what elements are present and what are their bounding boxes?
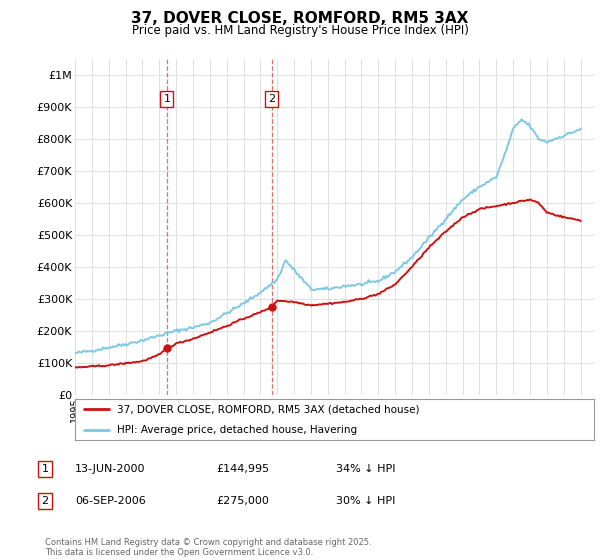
Text: 2: 2 xyxy=(268,94,275,104)
Text: 34% ↓ HPI: 34% ↓ HPI xyxy=(336,464,395,474)
Text: HPI: Average price, detached house, Havering: HPI: Average price, detached house, Have… xyxy=(116,424,356,435)
Text: Price paid vs. HM Land Registry's House Price Index (HPI): Price paid vs. HM Land Registry's House … xyxy=(131,24,469,36)
Text: £275,000: £275,000 xyxy=(216,496,269,506)
Text: 37, DOVER CLOSE, ROMFORD, RM5 3AX: 37, DOVER CLOSE, ROMFORD, RM5 3AX xyxy=(131,11,469,26)
Text: Contains HM Land Registry data © Crown copyright and database right 2025.
This d: Contains HM Land Registry data © Crown c… xyxy=(45,538,371,557)
Text: 1: 1 xyxy=(41,464,49,474)
Text: £144,995: £144,995 xyxy=(216,464,269,474)
Text: 30% ↓ HPI: 30% ↓ HPI xyxy=(336,496,395,506)
Text: 2: 2 xyxy=(41,496,49,506)
Text: 13-JUN-2000: 13-JUN-2000 xyxy=(75,464,146,474)
Text: 06-SEP-2006: 06-SEP-2006 xyxy=(75,496,146,506)
Text: 37, DOVER CLOSE, ROMFORD, RM5 3AX (detached house): 37, DOVER CLOSE, ROMFORD, RM5 3AX (detac… xyxy=(116,404,419,414)
Text: 1: 1 xyxy=(163,94,170,104)
